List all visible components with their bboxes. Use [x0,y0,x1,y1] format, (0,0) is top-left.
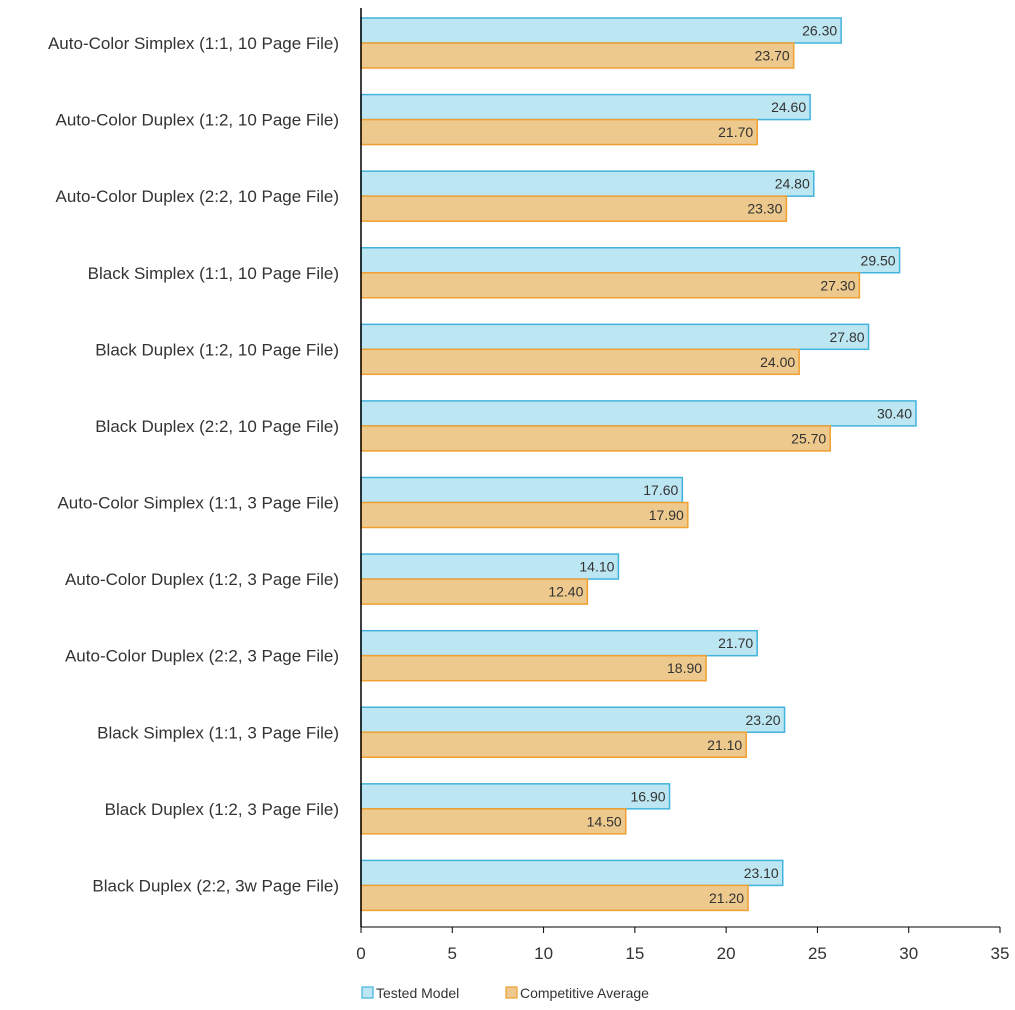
bar-value-label: 24.80 [775,176,810,192]
tested-model-bar [360,629,758,657]
tested-model-bar [360,400,917,427]
competitive-average-bar [360,501,689,529]
category-label: Auto-Color Duplex (2:2, 10 Page File) [56,187,339,206]
bar-value-label: 17.60 [643,482,678,498]
bars-group: 26.30 23.70 24.60 21.70 24.80 23.30 29.50 27.30… [360,17,917,912]
bar-value-label: 25.70 [791,430,826,446]
competitive-average-bar [360,425,831,452]
x-tick-label: 20 [717,944,736,963]
x-axis: 0 5 10 15 20 25 30 35 [356,8,1009,963]
tested-model-bar [360,706,786,733]
bar-value-label: 29.50 [861,252,896,268]
bar-value-label: 17.90 [649,507,684,523]
bar-value-label: 24.60 [771,99,806,115]
bar-value-label: 21.10 [707,737,742,753]
competitive-average-bar [360,118,758,146]
category-label: Black Simplex (1:1, 10 Page File) [88,264,339,283]
bar-value-label: 30.40 [877,405,912,421]
bar-value-label: 24.00 [760,354,795,370]
x-tick-label: 30 [899,944,918,963]
tested-model-bar [360,17,842,44]
bar-value-label: 21.70 [718,124,753,140]
competitive-average-bar [360,42,795,69]
tested-model-bar [360,859,784,887]
x-tick-label: 25 [808,944,827,963]
bar-value-label: 16.90 [630,788,665,804]
x-tick-label: 5 [448,944,457,963]
category-label: Auto-Color Simplex (1:1, 10 Page File) [48,34,339,53]
competitive-average-bar [360,272,861,299]
category-label: Auto-Color Simplex (1:1, 3 Page File) [57,494,339,513]
bar-value-label: 23.20 [746,712,781,728]
bar-value-label: 27.80 [830,329,865,345]
bar-value-label: 14.50 [587,813,622,829]
x-tick-label: 0 [356,944,365,963]
tested-model-bar [360,323,870,351]
bar-value-label: 23.10 [744,865,779,881]
competitive-average-bar [360,348,800,376]
category-label: Auto-Color Duplex (2:2, 3 Page File) [65,647,339,666]
tested-model-bar [360,476,684,504]
bar-value-label: 18.90 [667,660,702,676]
bar-value-label: 26.30 [802,23,837,39]
bar-value-label: 21.20 [709,890,744,906]
bar-value-label: 14.10 [579,559,614,575]
category-label: Black Simplex (1:1, 3 Page File) [97,723,339,742]
category-label: Auto-Color Duplex (1:2, 10 Page File) [56,111,339,130]
legend-label: Tested Model [376,985,459,1001]
bar-value-label: 12.40 [548,584,583,600]
x-tick-label: 10 [534,944,553,963]
competitive-average-bar [360,808,627,835]
competitive-average-bar [360,195,788,222]
category-label: Black Duplex (1:2, 3 Page File) [105,800,339,819]
competitive-average-bar [360,578,589,605]
x-tick-label: 35 [991,944,1010,963]
legend-swatch [505,986,518,999]
competitive-average-bar [360,731,747,758]
tested-model-bar [360,93,811,121]
bar-value-label: 27.30 [820,277,855,293]
tested-model-bar [360,247,901,274]
competitive-average-bar [360,654,707,682]
tested-model-bar [360,170,815,197]
category-labels: Auto-Color Simplex (1:1, 10 Page File) Au… [48,34,339,895]
tested-model-bar [360,783,671,810]
category-label: Auto-Color Duplex (1:2, 3 Page File) [65,570,339,589]
legend-label: Competitive Average [520,985,649,1001]
legend: Tested Model Competitive Average [361,985,649,1001]
competitive-average-bar [360,884,749,912]
category-label: Black Duplex (2:2, 10 Page File) [95,417,339,436]
x-tick-label: 15 [625,944,644,963]
legend-swatch [361,986,374,999]
bar-value-label: 23.30 [747,201,782,217]
bar-value-label: 21.70 [718,635,753,651]
category-label: Black Duplex (2:2, 3w Page File) [92,876,339,895]
bar-value-label: 23.70 [755,48,790,64]
category-label: Black Duplex (1:2, 10 Page File) [95,340,339,359]
